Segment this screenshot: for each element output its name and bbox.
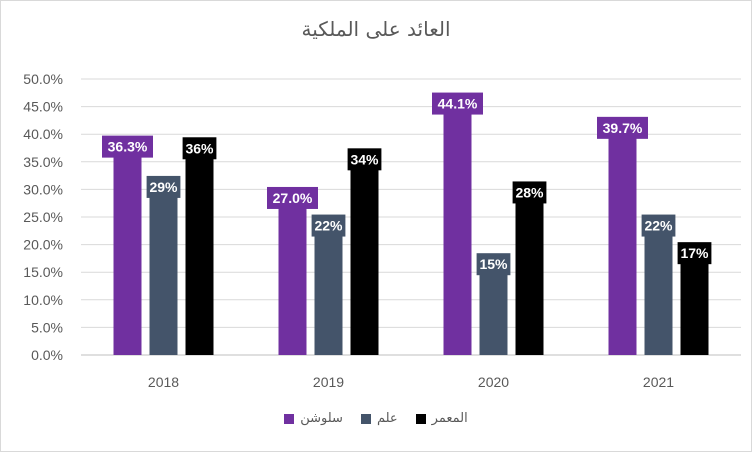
x-tick-label: 2021 [643, 374, 674, 390]
bar [443, 111, 472, 356]
y-tick-label: 20.0% [23, 237, 63, 253]
x-tick-label: 2018 [148, 374, 179, 390]
bar [149, 194, 178, 355]
data-label: 15% [479, 256, 508, 272]
data-label: 29% [149, 179, 178, 195]
y-tick-label: 5.0% [31, 319, 63, 335]
y-tick-label: 45.0% [23, 99, 63, 115]
data-label: 36% [185, 140, 214, 156]
bar [185, 156, 214, 355]
y-tick-label: 30.0% [23, 181, 63, 197]
bar [608, 135, 637, 355]
data-label-box [182, 137, 217, 160]
data-label: 34% [350, 151, 379, 167]
y-tick-label: 35.0% [23, 154, 63, 170]
y-tick-label: 15.0% [23, 264, 63, 280]
chart-title: العائد على الملكية [301, 17, 451, 41]
data-label-box [512, 181, 547, 204]
data-label-box [597, 116, 648, 139]
legend-label: سلوشن [300, 411, 343, 426]
chart-legend: سلوشن علم المعمر [1, 411, 751, 426]
legend-swatch [284, 413, 295, 424]
legend-swatch [415, 413, 426, 424]
x-tick-label: 2019 [313, 374, 344, 390]
data-label: 36.3% [108, 139, 148, 155]
data-label: 28% [515, 184, 544, 200]
legend-item: سلوشن [284, 411, 343, 426]
data-label-box [311, 214, 346, 237]
data-label: 17% [680, 245, 709, 261]
legend-label: علم [376, 411, 398, 426]
y-tick-label: 50.0% [23, 71, 63, 87]
y-tick-label: 40.0% [23, 126, 63, 142]
bar [113, 154, 142, 355]
data-label-box [641, 214, 676, 237]
legend-item: المعمر [415, 411, 468, 426]
y-tick-label: 10.0% [23, 292, 63, 308]
data-label: 22% [314, 218, 343, 234]
data-label-box [267, 186, 318, 209]
data-label-box [432, 92, 483, 115]
data-label-box [146, 175, 181, 198]
data-label-box [677, 242, 712, 265]
bar [278, 205, 307, 355]
x-tick-label: 2020 [478, 374, 509, 390]
bar [350, 167, 379, 355]
data-label: 27.0% [273, 190, 313, 206]
legend-swatch [360, 413, 371, 424]
y-tick-label: 0.0% [31, 347, 63, 363]
data-label-box [347, 148, 382, 171]
bar [515, 200, 544, 355]
bar [644, 233, 673, 355]
bar [479, 272, 508, 355]
data-label: 39.7% [603, 120, 643, 136]
data-label: 22% [644, 218, 673, 234]
data-label-box [102, 135, 153, 158]
legend-label: المعمر [431, 411, 468, 426]
bar [680, 261, 709, 355]
y-tick-label: 25.0% [23, 209, 63, 225]
bar [314, 233, 343, 355]
legend-item: علم [360, 411, 398, 426]
data-label: 44.1% [438, 96, 478, 112]
data-label-box [476, 253, 511, 276]
